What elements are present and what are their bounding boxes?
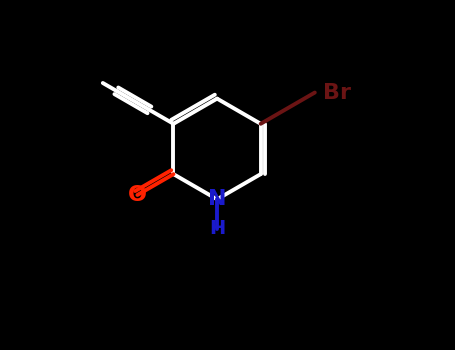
Text: Br: Br <box>324 83 352 103</box>
Text: N: N <box>208 189 226 209</box>
Text: O: O <box>128 185 147 205</box>
Text: H: H <box>209 219 225 238</box>
